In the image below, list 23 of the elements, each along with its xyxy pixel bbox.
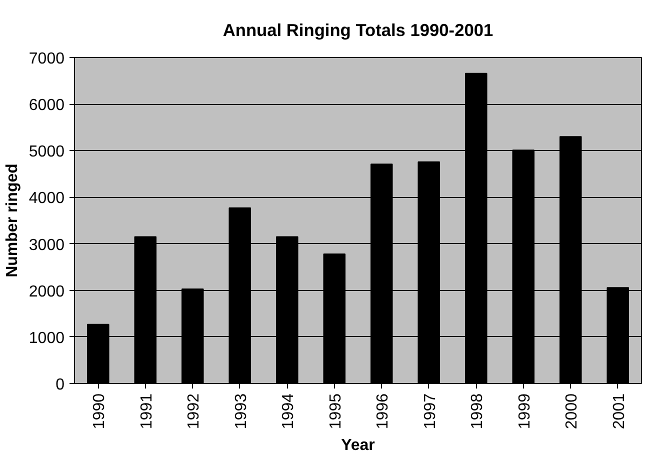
x-tick-label: 1997 [422,393,439,430]
y-tick-label: 1000 [28,330,65,347]
y-tick-label: 5000 [28,144,65,161]
y-tick-label: 4000 [28,190,65,208]
x-tick-label: 2001 [610,393,628,430]
x-tick-label: 1995 [327,393,344,430]
x-axis-title: Year [341,437,375,454]
x-tick-label: 2000 [564,393,581,430]
y-tick-label: 0 [56,376,65,394]
x-tick-label: 1993 [232,393,250,430]
x-tick-label: 1999 [516,393,534,430]
x-tick-label: 1996 [374,393,392,430]
y-tick-label: 3000 [28,236,65,254]
x-tick-label: 1991 [138,393,156,430]
x-tick-label: 1992 [186,393,203,430]
x-tick-label: 1990 [91,393,108,430]
x-tick-label: 1994 [280,393,298,430]
y-tick-label: 6000 [28,97,65,114]
y-tick-label: 2000 [28,283,65,300]
chart-title: Annual Ringing Totals 1990-2001 [222,20,494,40]
y-axis-title: Number ringed [4,164,21,278]
y-tick-label: 7000 [28,50,65,68]
x-tick-label: 1998 [469,393,486,430]
